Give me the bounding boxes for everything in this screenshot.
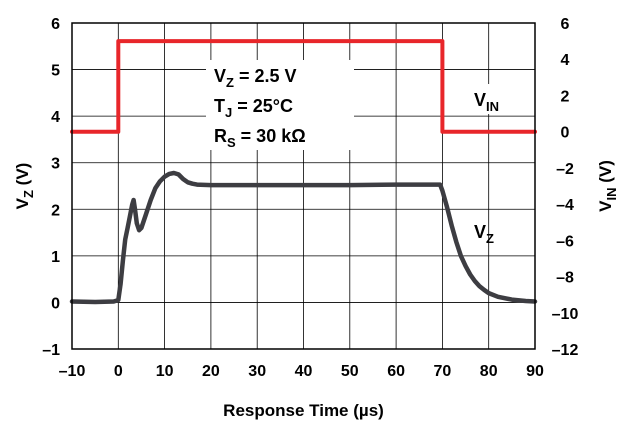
x-axis-title: Response Time (µs) [223,401,384,420]
y-right-tick-label: –8 [556,270,574,287]
y-right-tick-label: –10 [552,306,579,323]
series-layer [69,39,538,305]
x-tick-label: 30 [248,363,266,380]
y-right-tick-label: –6 [556,233,574,250]
x-tick-label: 0 [114,363,123,380]
y-right-tick-label: –12 [552,342,579,359]
y-right-tick-label: –2 [556,161,574,178]
y-right-tick-label: 4 [561,52,570,69]
chart-labels: Response Time (µs) VZ (V) VIN (V) VZ = 2.5 … [13,66,619,420]
x-tick-label: 90 [526,363,544,380]
y-right-tick-label: 2 [561,88,570,105]
y-left-tick-label: 1 [51,249,60,266]
y-right-tick-label: 0 [561,125,570,142]
y-left-tick-label: 3 [51,156,60,173]
annotation-line: RS = 30 kΩ [214,126,306,150]
y-right-axis-title: VIN (V) [596,160,619,212]
y-left-tick-label: –1 [42,342,60,359]
x-tick-label: 40 [295,363,313,380]
y-left-tick-label: 0 [51,295,60,312]
y-right-tick-label: –4 [556,197,574,214]
tick-labels: –10 0 10 20 30 40 50 60 70 80 90–10123456–12–10–8–… [42,16,578,380]
annotation-line: TJ = 25°C [214,96,293,120]
x-tick-label: 50 [341,363,359,380]
y-left-tick-label: 4 [51,109,60,126]
vin-label-background [468,84,520,114]
annotation-background [206,60,354,150]
x-tick-label: 70 [434,363,452,380]
series-label-vz: VZ [474,222,494,246]
y-left-axis-title: VZ (V) [13,163,36,210]
series-label-vin: VIN [474,90,499,114]
y-right-tick-label: 6 [561,16,570,33]
y-left-tick-label: 6 [51,16,60,33]
series-line-v-in [70,39,537,134]
y-left-tick-label: 5 [51,63,60,80]
x-tick-label: 10 [156,363,174,380]
annotation-line: VZ = 2.5 V [214,66,297,90]
x-tick-label: 20 [202,363,220,380]
y-left-tick-label: 2 [51,202,60,219]
x-tick-label: –10 [59,363,86,380]
plot-frame [71,22,536,350]
x-tick-label: 60 [387,363,405,380]
x-tick-label: 80 [480,363,498,380]
series-line-v-z [69,170,538,305]
